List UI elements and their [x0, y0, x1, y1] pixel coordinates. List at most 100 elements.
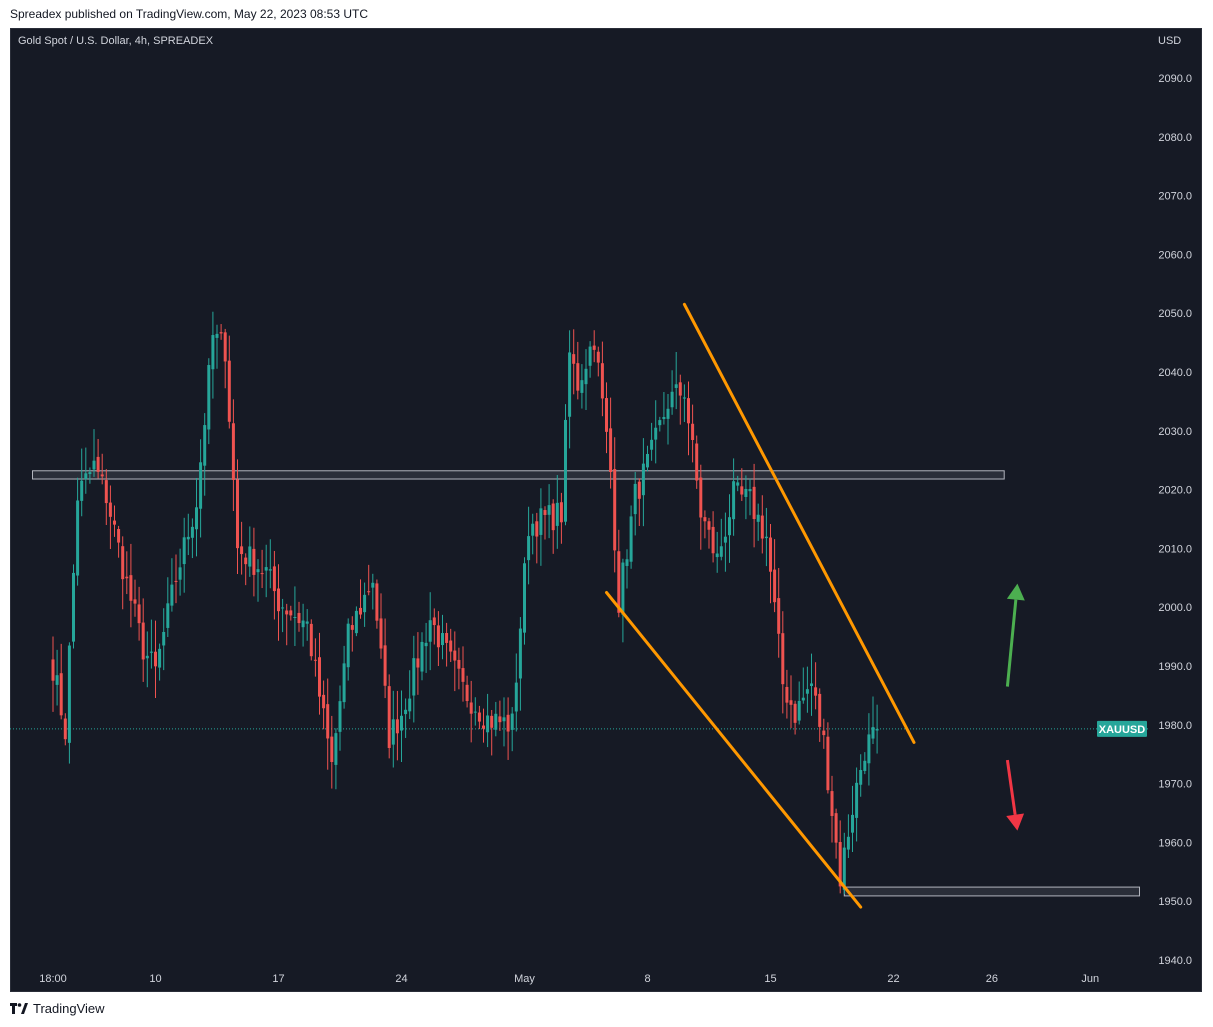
candle-body — [289, 610, 293, 616]
candle-body — [416, 658, 420, 668]
candle-body — [650, 439, 654, 450]
y-tick-label: 2040.0 — [1158, 367, 1192, 379]
candle-body — [186, 536, 190, 540]
y-tick-label: 1940.0 — [1158, 955, 1192, 967]
candle-body — [84, 473, 88, 480]
candle-body — [789, 700, 793, 705]
candle-body — [375, 583, 379, 621]
candle-body — [523, 563, 526, 633]
candle-body — [482, 725, 485, 729]
candle-body — [104, 480, 108, 504]
candle-body — [154, 651, 157, 667]
candle-body — [236, 479, 239, 549]
candle-body — [309, 623, 313, 657]
chart-title: Gold Spot / U.S. Dollar, 4h, SPREADEX — [18, 35, 214, 47]
candle-body — [752, 486, 756, 520]
y-tick-label: 1990.0 — [1158, 661, 1192, 673]
candle-body — [240, 546, 244, 555]
candle-body — [695, 443, 699, 481]
candle-body — [633, 483, 637, 515]
candle-body — [461, 668, 465, 682]
candle-body — [613, 469, 617, 551]
trendline-0 — [682, 302, 916, 744]
candle-body — [588, 346, 592, 366]
candle-body — [662, 416, 666, 420]
candle-body — [322, 694, 326, 709]
y-tick-label: 1960.0 — [1158, 837, 1192, 849]
candle-body — [510, 713, 514, 730]
candle-body — [654, 427, 658, 440]
candle-body — [609, 428, 613, 473]
candle-body — [420, 641, 424, 672]
y-tick-label: 1980.0 — [1158, 720, 1192, 732]
candle-body — [617, 551, 621, 613]
candle-body — [551, 503, 555, 531]
candle-body — [871, 727, 875, 739]
candle-body — [867, 734, 871, 764]
candle-body — [141, 622, 145, 660]
candle-body — [63, 718, 67, 740]
tradingview-brand: TradingView — [33, 1001, 105, 1016]
candle-body — [810, 683, 813, 687]
candle-body — [404, 709, 408, 715]
candle-body — [564, 419, 567, 522]
candle-body — [203, 425, 207, 466]
candle-body — [859, 770, 863, 785]
candle-body — [318, 657, 321, 697]
candle-body — [117, 529, 121, 543]
candle-body — [764, 536, 768, 539]
candle-body — [408, 698, 412, 712]
candle-body — [658, 420, 662, 426]
candle-body — [326, 704, 330, 739]
candle-body — [432, 617, 436, 626]
candle-body — [383, 645, 387, 686]
candle-body — [133, 599, 137, 604]
candle-body — [199, 462, 203, 509]
candle-body — [559, 502, 563, 523]
candle-body — [486, 715, 490, 733]
candle-body — [100, 474, 104, 477]
candle-body — [682, 397, 686, 399]
candle-body — [285, 610, 289, 615]
candle-body — [543, 510, 547, 515]
candle-body — [465, 684, 469, 702]
candle-body — [387, 686, 391, 748]
candle-body — [805, 689, 809, 694]
tradingview-logo[interactable]: TradingView — [10, 1001, 105, 1016]
candle-body — [67, 645, 71, 743]
candle-body — [842, 847, 846, 890]
candle-body — [363, 594, 367, 613]
candle-body — [699, 477, 703, 518]
candle-body — [826, 736, 830, 791]
candle-body — [584, 368, 588, 385]
candle-body — [96, 456, 100, 472]
x-tick-label: 8 — [644, 973, 650, 985]
candle-body — [572, 354, 576, 364]
chart-panel[interactable] — [10, 28, 1202, 992]
candle-body — [797, 700, 801, 721]
y-tick-label: 2050.0 — [1158, 308, 1192, 320]
y-tick-label: 1950.0 — [1158, 896, 1192, 908]
arrow-up-shaft — [1005, 599, 1018, 687]
candle-body — [182, 537, 186, 565]
candle-body — [846, 836, 850, 850]
candle-body — [670, 391, 674, 408]
candle-body — [818, 693, 822, 727]
candle-body — [535, 521, 539, 537]
candle-body — [580, 380, 584, 393]
price-tag-label: XAUUSD — [1099, 724, 1146, 736]
candle-body — [149, 651, 153, 653]
y-tick-label: 2020.0 — [1158, 485, 1192, 497]
candle-body — [272, 566, 276, 592]
candle-body — [80, 480, 84, 501]
candle-body — [88, 472, 92, 475]
candle-body — [207, 365, 211, 430]
candle-body — [814, 687, 818, 696]
y-tick-label: 2080.0 — [1158, 132, 1192, 144]
candle-body — [600, 363, 604, 399]
candle-body — [801, 697, 805, 701]
candle-body — [592, 345, 596, 350]
arrow-down-head — [1006, 813, 1025, 831]
candle-body — [342, 663, 346, 703]
